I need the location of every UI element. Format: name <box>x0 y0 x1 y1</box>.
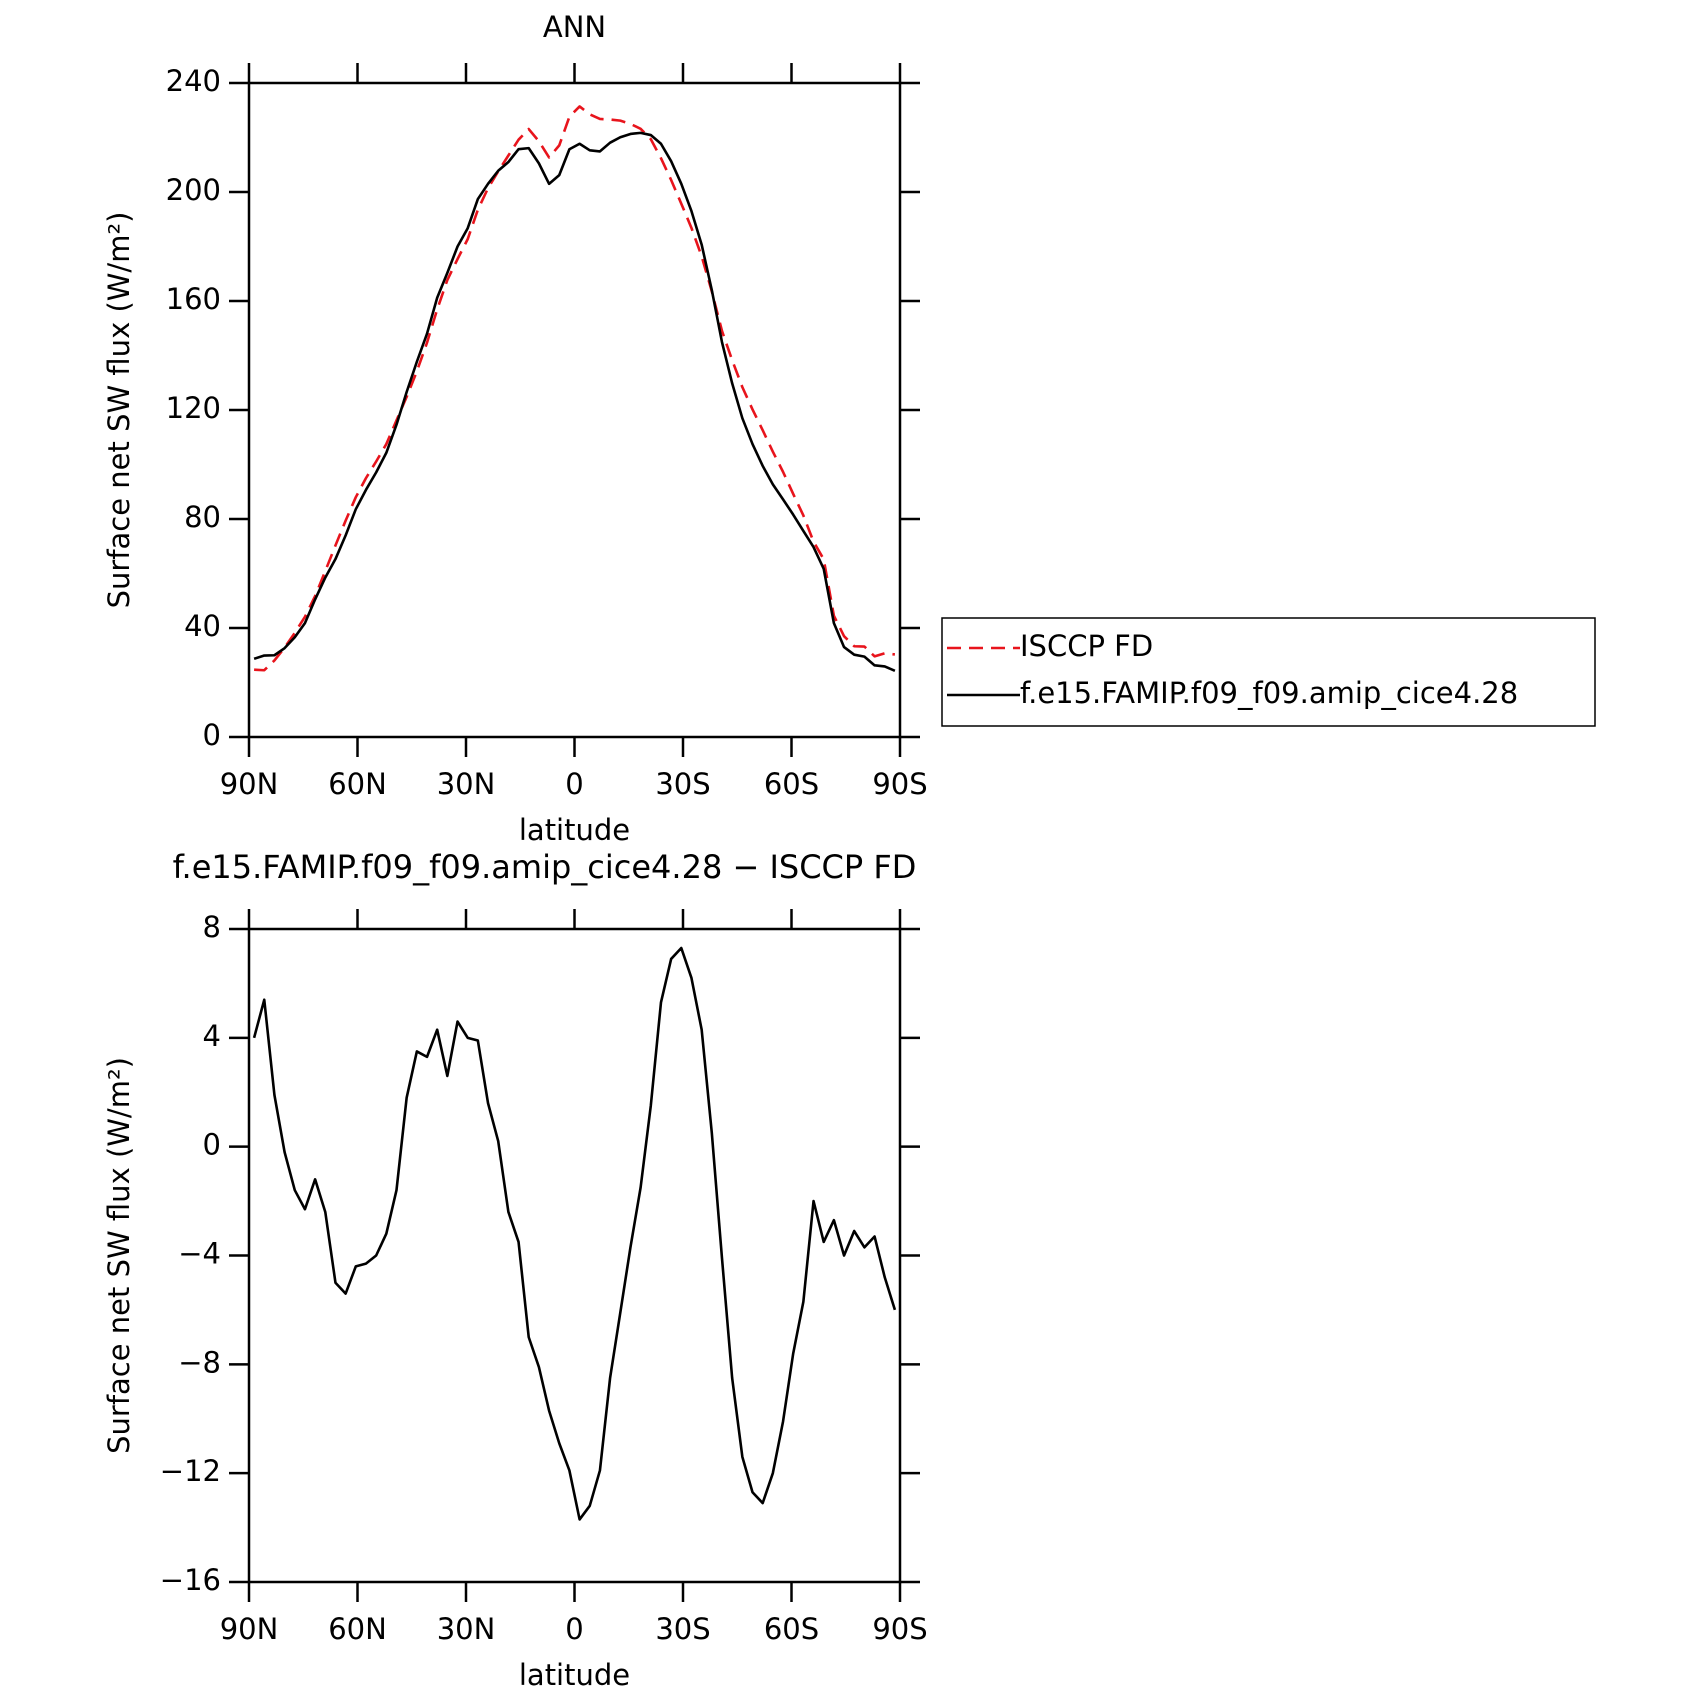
y-axis-label: Surface net SW flux (W/m²) <box>102 212 136 609</box>
data-line <box>252 946 897 1521</box>
legend-label: f.e15.FAMIP.f09_f09.amip_cice4.28 <box>1020 676 1518 710</box>
x-tick-label: 90N <box>220 767 279 801</box>
x-tick-label: 30N <box>437 1612 496 1646</box>
y-tick-label: 120 <box>166 391 221 425</box>
y-tick-label: 200 <box>166 173 221 207</box>
x-tick-label: 30N <box>437 767 496 801</box>
y-tick-label: 160 <box>166 282 221 316</box>
legend-box <box>941 617 1596 727</box>
y-axis-label: Surface net SW flux (W/m²) <box>102 1057 136 1454</box>
x-axis-label: latitude <box>519 1658 630 1691</box>
x-tick-label: 90N <box>220 1612 279 1646</box>
y-tick-label: 40 <box>184 609 221 643</box>
chart-title: ANN <box>543 10 606 44</box>
y-tick-label: 4 <box>203 1019 221 1053</box>
x-tick-label: 60S <box>764 767 819 801</box>
x-tick-label: 60N <box>328 767 387 801</box>
y-tick-label: 0 <box>203 718 221 752</box>
x-tick-label: 90S <box>872 1612 927 1646</box>
y-tick-label: 240 <box>166 64 221 98</box>
plot-frame <box>247 81 902 739</box>
x-tick-label: 30S <box>655 1612 710 1646</box>
y-tick-label: 80 <box>184 500 221 534</box>
x-tick-label: 0 <box>565 767 583 801</box>
data-line <box>253 131 896 672</box>
y-tick-label: −16 <box>160 1563 221 1597</box>
legend-label: ISCCP FD <box>1020 629 1153 663</box>
x-axis-label: latitude <box>519 813 630 847</box>
y-tick-label: −4 <box>178 1237 221 1271</box>
data-line <box>254 105 896 672</box>
x-tick-label: 30S <box>655 767 710 801</box>
chart-title: f.e15.FAMIP.f09_f09.amip_cice4.28 − ISCC… <box>173 848 917 886</box>
x-tick-label: 60S <box>764 1612 819 1646</box>
x-tick-label: 0 <box>565 1612 583 1646</box>
y-tick-label: 0 <box>203 1128 221 1162</box>
plot-frame <box>247 927 902 1584</box>
x-tick-label: 90S <box>872 767 927 801</box>
x-tick-label: 60N <box>328 1612 387 1646</box>
y-tick-label: −8 <box>178 1345 221 1379</box>
y-tick-label: 8 <box>203 910 221 944</box>
y-tick-label: −12 <box>160 1454 221 1488</box>
